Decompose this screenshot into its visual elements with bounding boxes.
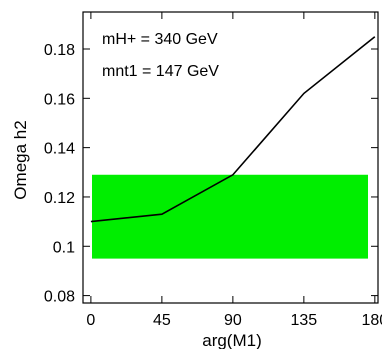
x-axis-title: arg(M1) bbox=[202, 331, 262, 349]
annotation-mnt1: mnt1 = 147 GeV bbox=[102, 63, 219, 80]
y-tick-label: 0.1 bbox=[53, 239, 75, 256]
y-tick-label: 0.18 bbox=[44, 42, 75, 59]
y-tick-label: 0.08 bbox=[44, 289, 75, 306]
x-tick-label: 90 bbox=[224, 312, 242, 329]
annotation-mh: mH+ = 340 GeV bbox=[102, 31, 218, 48]
y-axis: 0.08 0.1 0.12 0.14 0.16 0.18 bbox=[44, 42, 378, 306]
series-layer bbox=[90, 36, 376, 223]
y-tick-label: 0.12 bbox=[44, 190, 75, 207]
series-line-0 bbox=[90, 36, 376, 223]
x-tick-label: 180 bbox=[361, 312, 382, 329]
y-tick-label: 0.16 bbox=[44, 91, 75, 108]
x-tick-label: 45 bbox=[153, 312, 171, 329]
x-axis: 0 45 90 135 180 bbox=[86, 12, 382, 329]
y-tick-label: 0.14 bbox=[44, 141, 75, 158]
x-tick-label: 135 bbox=[291, 312, 318, 329]
x-tick-label: 0 bbox=[86, 312, 95, 329]
y-axis-title: Omega h2 bbox=[11, 120, 30, 199]
plot-frame bbox=[82, 11, 379, 304]
